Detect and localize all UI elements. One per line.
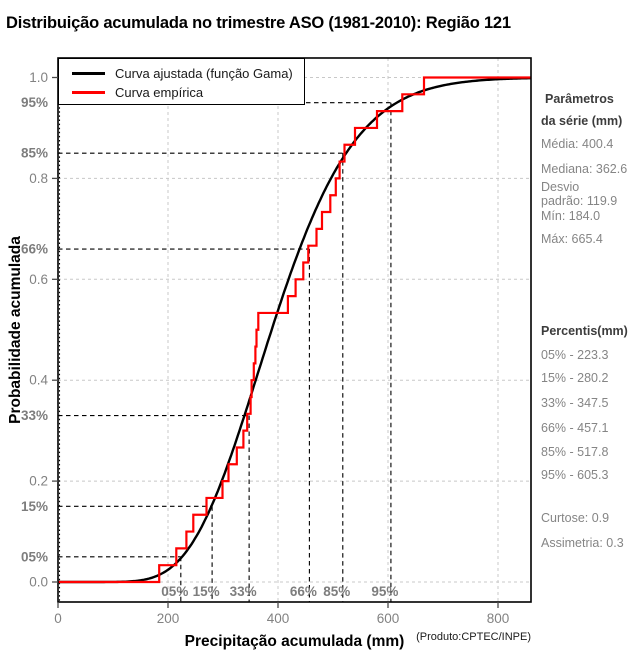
percentile-95: 95% - 605.3 xyxy=(541,468,609,482)
percentile-66: 66% - 457.1 xyxy=(541,421,609,435)
x-tick-label: 0 xyxy=(54,611,62,626)
y-percentile-label: 33% xyxy=(21,408,48,423)
stat-assimetria: Assimetria: 0.3 xyxy=(541,536,624,550)
y-tick-label: 0.6 xyxy=(29,272,48,287)
params-header-line1: Parâmetros xyxy=(545,92,614,106)
source-note: (Produto:CPTEC/INPE) xyxy=(416,631,531,643)
statistics-side-panel: Parâmetros da série (mm) Média: 400.4 Me… xyxy=(540,0,640,660)
y-tick-label: 0.2 xyxy=(29,474,48,489)
fitted-curve-swatch xyxy=(72,72,105,75)
x-axis-label: Precipitação acumulada (mm) xyxy=(184,633,405,650)
y-percentile-label: 15% xyxy=(21,499,48,514)
y-tick-label: 0.8 xyxy=(29,171,48,186)
y-tick-label: 0.0 xyxy=(29,575,48,590)
legend-label-fitted: Curva ajustada (função Gama) xyxy=(115,66,293,81)
empirical-curve-swatch xyxy=(72,91,105,94)
percentile-85: 85% - 517.8 xyxy=(541,445,609,459)
percentile-33: 33% - 347.5 xyxy=(541,396,609,410)
stat-max: Máx: 665.4 xyxy=(541,232,603,246)
y-axis-label: Probabilidade acumulada xyxy=(7,236,24,424)
legend-row-fitted: Curva ajustada (função Gama) xyxy=(72,64,304,83)
stat-media: Média: 400.4 xyxy=(541,137,614,151)
plot-legend: Curva ajustada (função Gama) Curva empír… xyxy=(58,58,305,105)
stat-desvio-line1: Desvio xyxy=(541,180,580,194)
stat-desvio-line2: padrão: 119.9 xyxy=(541,194,618,208)
x-percentile-label: 15% xyxy=(193,584,220,599)
x-tick-label: 200 xyxy=(157,611,180,626)
plot-border xyxy=(57,57,532,603)
y-tick-label: 0.4 xyxy=(29,373,48,388)
x-percentile-label: 33% xyxy=(230,584,257,599)
x-percentile-label: 05% xyxy=(161,584,188,599)
y-percentile-label: 05% xyxy=(21,549,48,564)
y-percentile-label: 95% xyxy=(21,95,48,110)
percentile-15: 15% - 280.2 xyxy=(541,371,609,385)
x-percentile-label: 95% xyxy=(371,584,398,599)
stat-curtose: Curtose: 0.9 xyxy=(541,511,610,525)
x-axis-label-area: Precipitação acumulada (mm) (Produto:CPT… xyxy=(58,631,531,651)
y-percentile-label: 66% xyxy=(21,242,48,257)
x-tick-label: 800 xyxy=(487,611,510,626)
legend-row-empirical: Curva empírica xyxy=(72,83,304,102)
stat-mediana: Mediana: 362.6 xyxy=(541,162,628,176)
percentis-header: Percentis(mm) xyxy=(541,324,628,338)
empirical-step-curve xyxy=(58,76,531,584)
fitted-gamma-curve xyxy=(58,76,532,584)
percentile-05: 05% - 223.3 xyxy=(541,348,609,362)
y-percentile-label: 85% xyxy=(21,146,48,161)
page-title: Distribuição acumulada no trimestre ASO … xyxy=(6,14,511,32)
x-tick-label: 400 xyxy=(267,611,290,626)
x-percentile-label: 85% xyxy=(323,584,350,599)
y-tick-label: 1.0 xyxy=(29,70,48,85)
params-header-line2: da série (mm) xyxy=(541,114,623,128)
legend-label-empirical: Curva empírica xyxy=(115,85,204,100)
x-percentile-label: 66% xyxy=(290,584,317,599)
stat-min: Mín: 184.0 xyxy=(541,209,601,223)
x-tick-label: 600 xyxy=(377,611,400,626)
